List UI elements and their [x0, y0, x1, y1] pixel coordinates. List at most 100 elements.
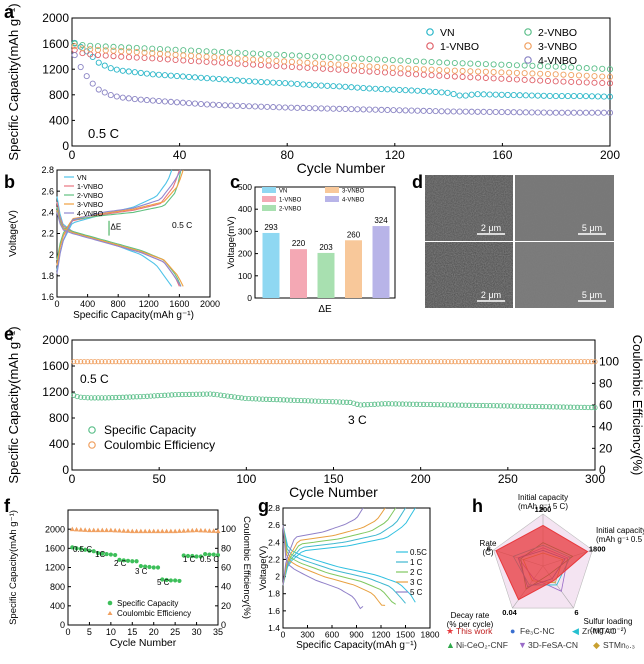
data-point	[366, 55, 373, 63]
data-point	[137, 359, 143, 365]
data-point	[190, 553, 195, 559]
data-point	[294, 80, 301, 88]
data-point	[284, 359, 290, 365]
data-point	[69, 526, 75, 532]
data-point	[354, 84, 361, 91]
data-point	[539, 404, 546, 410]
radar-axis-label: Sulfur loading (mg cm⁻²)	[584, 617, 633, 635]
data-point	[211, 528, 217, 533]
data-point	[492, 108, 499, 116]
data-point	[94, 46, 102, 53]
data-point	[195, 58, 202, 65]
data-point	[581, 404, 588, 411]
y-tick-label: 1.8	[268, 589, 280, 599]
data-point	[102, 52, 109, 59]
data-point	[74, 546, 79, 551]
x-tick-label: 2000	[200, 299, 220, 309]
data-point	[326, 359, 332, 365]
data-point	[606, 80, 614, 87]
data-point	[412, 71, 420, 78]
data-point	[361, 402, 367, 408]
data-point	[592, 404, 598, 411]
data-point	[382, 359, 388, 365]
data-point	[107, 65, 114, 72]
data-point	[249, 396, 255, 402]
discharge-curve	[282, 525, 406, 604]
data-point	[160, 577, 165, 582]
y-tick-label: 2.8	[41, 165, 54, 175]
data-point	[511, 403, 518, 409]
data-point	[125, 558, 131, 563]
data-point	[537, 63, 544, 70]
data-point	[176, 528, 182, 533]
legend-label: 0.5C	[410, 548, 427, 557]
data-point	[94, 43, 102, 50]
data-point	[365, 402, 371, 408]
data-point	[571, 404, 577, 410]
data-point	[504, 109, 511, 116]
series-4-VNBO	[71, 52, 614, 116]
data-point	[427, 359, 434, 365]
legend-label: 2 C	[410, 568, 423, 577]
x-tick-label: 35	[213, 627, 223, 637]
data-point	[179, 359, 185, 365]
data-point	[428, 72, 435, 79]
data-point	[497, 403, 504, 409]
panel-h: Initial capacity (mAh g⁻¹ 5 C)1200Initial…	[446, 493, 644, 650]
data-point	[219, 48, 226, 56]
legend-label: Coulombic Efficiency	[104, 438, 215, 452]
data-point	[188, 52, 195, 59]
y-tick-label: 400	[49, 437, 69, 451]
data-point	[188, 47, 195, 54]
data-point	[226, 49, 233, 56]
data-point	[482, 61, 489, 68]
data-point	[410, 401, 416, 407]
data-point	[88, 395, 94, 401]
y2-tick-label: 60	[221, 563, 231, 573]
series-2 C	[282, 507, 397, 605]
data-point	[381, 64, 389, 71]
legend-label: 5 C	[410, 588, 423, 597]
data-point	[234, 102, 241, 109]
data-point	[176, 391, 182, 398]
data-point	[483, 359, 490, 365]
bar-4-VNBO	[372, 226, 390, 298]
radar-axis-max: 6	[487, 544, 491, 553]
data-point	[134, 559, 139, 564]
data-point	[203, 75, 211, 82]
data-point	[408, 107, 415, 114]
x-tick-label: 200	[600, 148, 620, 162]
data-point	[574, 359, 581, 365]
data-point	[381, 69, 389, 76]
data-point	[109, 395, 115, 401]
data-point	[336, 83, 343, 90]
data-point	[392, 401, 399, 407]
data-point	[510, 109, 517, 116]
data-point	[389, 359, 395, 365]
data-point	[300, 81, 307, 88]
data-point	[473, 359, 479, 365]
discharge-curve	[282, 524, 416, 603]
data-point	[281, 58, 288, 65]
data-point	[558, 93, 565, 100]
data-point	[94, 51, 102, 59]
data-point	[131, 96, 138, 103]
data-point	[436, 59, 443, 66]
data-point	[521, 76, 528, 83]
data-point	[228, 76, 235, 83]
data-point	[172, 528, 178, 534]
data-point	[228, 102, 235, 109]
data-point	[501, 359, 507, 365]
data-point	[588, 109, 596, 116]
data-point	[348, 106, 355, 113]
x-tick-label: 0	[69, 472, 76, 486]
y-tick-label: 800	[49, 411, 69, 425]
data-point	[544, 63, 551, 70]
rate-label: 0.5 C	[200, 555, 219, 564]
data-point	[185, 73, 193, 80]
data-point	[476, 402, 483, 409]
data-point	[116, 528, 122, 533]
data-point	[487, 403, 493, 409]
data-point	[405, 70, 412, 77]
data-point	[438, 359, 444, 365]
